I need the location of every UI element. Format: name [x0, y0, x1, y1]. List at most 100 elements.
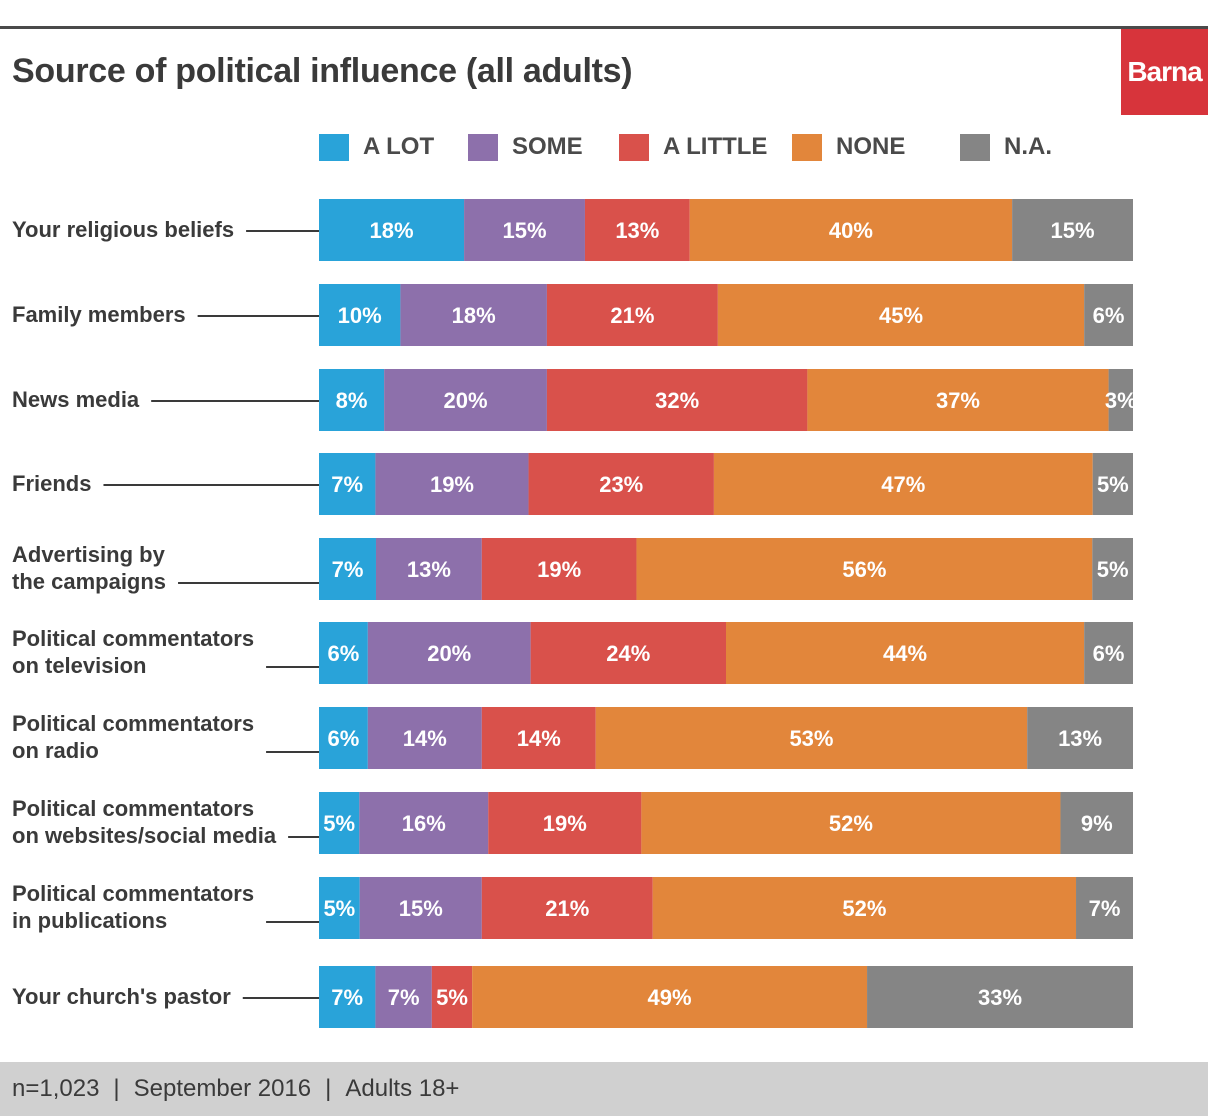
category-label-line: Your church's pastor [12, 983, 231, 1009]
stacked-bar-chart: 18% 15% 13% 40% 15% 10% 18% 21% 45% 6% 8% 20% 32% 37%… [103, 199, 1133, 1028]
bar-segment [641, 792, 1061, 854]
data-label: 56% [842, 557, 886, 582]
legend-label: N.A. [1004, 133, 1052, 160]
category-label-line: on radio [12, 738, 99, 763]
data-label: 44% [883, 641, 927, 666]
bar-segment [1092, 453, 1133, 515]
data-label: 15% [502, 218, 546, 243]
category-label: Your religious beliefs [12, 216, 234, 243]
bar-segment [319, 707, 368, 769]
bar-segment [726, 622, 1085, 684]
legend-item: NONE [792, 132, 905, 162]
category-label-line: News media [12, 386, 140, 412]
bar-segment [1076, 877, 1133, 939]
bar-segment [1060, 792, 1133, 854]
footer-separator: | [325, 1075, 332, 1102]
category-label: Political commentators on radio [12, 710, 254, 764]
data-label: 13% [615, 218, 659, 243]
bar-segment [867, 966, 1133, 1028]
bar-segment [488, 792, 642, 854]
bar-segment [319, 453, 376, 515]
data-label: 49% [648, 985, 692, 1010]
category-label: Family members [12, 301, 186, 328]
data-label: 14% [517, 726, 561, 751]
legend-item: A LOT [319, 132, 434, 162]
bar-segment [689, 199, 1013, 261]
chart-title: Source of political influence (all adult… [12, 52, 633, 90]
top-rule [0, 26, 1208, 29]
bar-segment [807, 369, 1109, 431]
category-label: Advertising by the campaigns [12, 541, 166, 595]
data-label: 6% [1093, 303, 1125, 328]
data-label: 33% [978, 985, 1022, 1010]
data-label: 52% [842, 896, 886, 921]
bar-segment [375, 966, 432, 1028]
bar-segment [367, 707, 482, 769]
bar-segment [400, 284, 547, 346]
barna-logo: Barna [1121, 29, 1208, 115]
bar-segment [546, 284, 718, 346]
data-label: 5% [436, 985, 468, 1010]
data-label: 20% [427, 641, 471, 666]
legend: A LOT SOME A LITTLE NONE N.A. [0, 132, 1208, 162]
bar-segment [528, 453, 714, 515]
category-label-line: the campaigns [12, 569, 167, 594]
bar-segment [595, 707, 1028, 769]
data-label: 52% [829, 811, 873, 836]
data-label: 7% [1089, 896, 1121, 921]
footer-separator: | [113, 1075, 120, 1102]
bar-segment [1092, 538, 1133, 600]
bar-segment [375, 538, 482, 600]
bar-segment [1084, 622, 1133, 684]
data-label: 16% [402, 811, 446, 836]
bar-segment [319, 877, 360, 939]
category-label-line: on websites/social media [12, 823, 277, 848]
legend-swatch [468, 133, 498, 161]
data-label: 6% [1093, 641, 1125, 666]
category-label: Your church's pastor [12, 983, 231, 1010]
data-label: 24% [606, 641, 650, 666]
data-label: 18% [452, 303, 496, 328]
data-label: 21% [610, 303, 654, 328]
category-label-line: in publications [12, 908, 168, 933]
category-label-line: Political commentators [12, 711, 255, 736]
bar-segment [319, 538, 376, 600]
data-label: 47% [881, 472, 925, 497]
category-label-line: Friends [12, 470, 92, 496]
bar-segment [319, 369, 385, 431]
bar-segment [1108, 369, 1133, 431]
category-label: News media [12, 386, 139, 413]
data-label: 15% [1051, 218, 1095, 243]
data-label: 7% [388, 985, 420, 1010]
data-label: 23% [599, 472, 643, 497]
data-label: 7% [331, 985, 363, 1010]
bar-segment [546, 369, 808, 431]
bar-segment [319, 199, 465, 261]
category-label: Political commentators on television [12, 625, 254, 679]
data-label: 14% [403, 726, 447, 751]
bar-segment [530, 622, 726, 684]
legend-swatch [319, 133, 349, 161]
data-label: 19% [537, 557, 581, 582]
bar-segment [636, 538, 1093, 600]
data-label: 15% [399, 896, 443, 921]
data-label: 8% [336, 388, 368, 413]
bar-segment [367, 622, 531, 684]
category-label: Political commentators in publications [12, 880, 254, 934]
data-label: 9% [1081, 811, 1113, 836]
category-label-line: Advertising by [12, 542, 165, 567]
data-label: 13% [1058, 726, 1102, 751]
category-label-line: Political commentators [12, 881, 255, 906]
bar-segment [481, 877, 653, 939]
bar-segment [319, 284, 401, 346]
data-label: 32% [655, 388, 699, 413]
data-label: 5% [323, 896, 355, 921]
category-label-line: Family members [12, 301, 186, 327]
bar-segment [319, 622, 368, 684]
footer-date: September 2016 [133, 1075, 312, 1102]
legend-item: SOME [468, 132, 583, 162]
bar-segment [464, 199, 585, 261]
footer-sample: n=1,023 [12, 1075, 100, 1102]
legend-label: NONE [836, 133, 906, 160]
bar-segment [1027, 707, 1133, 769]
